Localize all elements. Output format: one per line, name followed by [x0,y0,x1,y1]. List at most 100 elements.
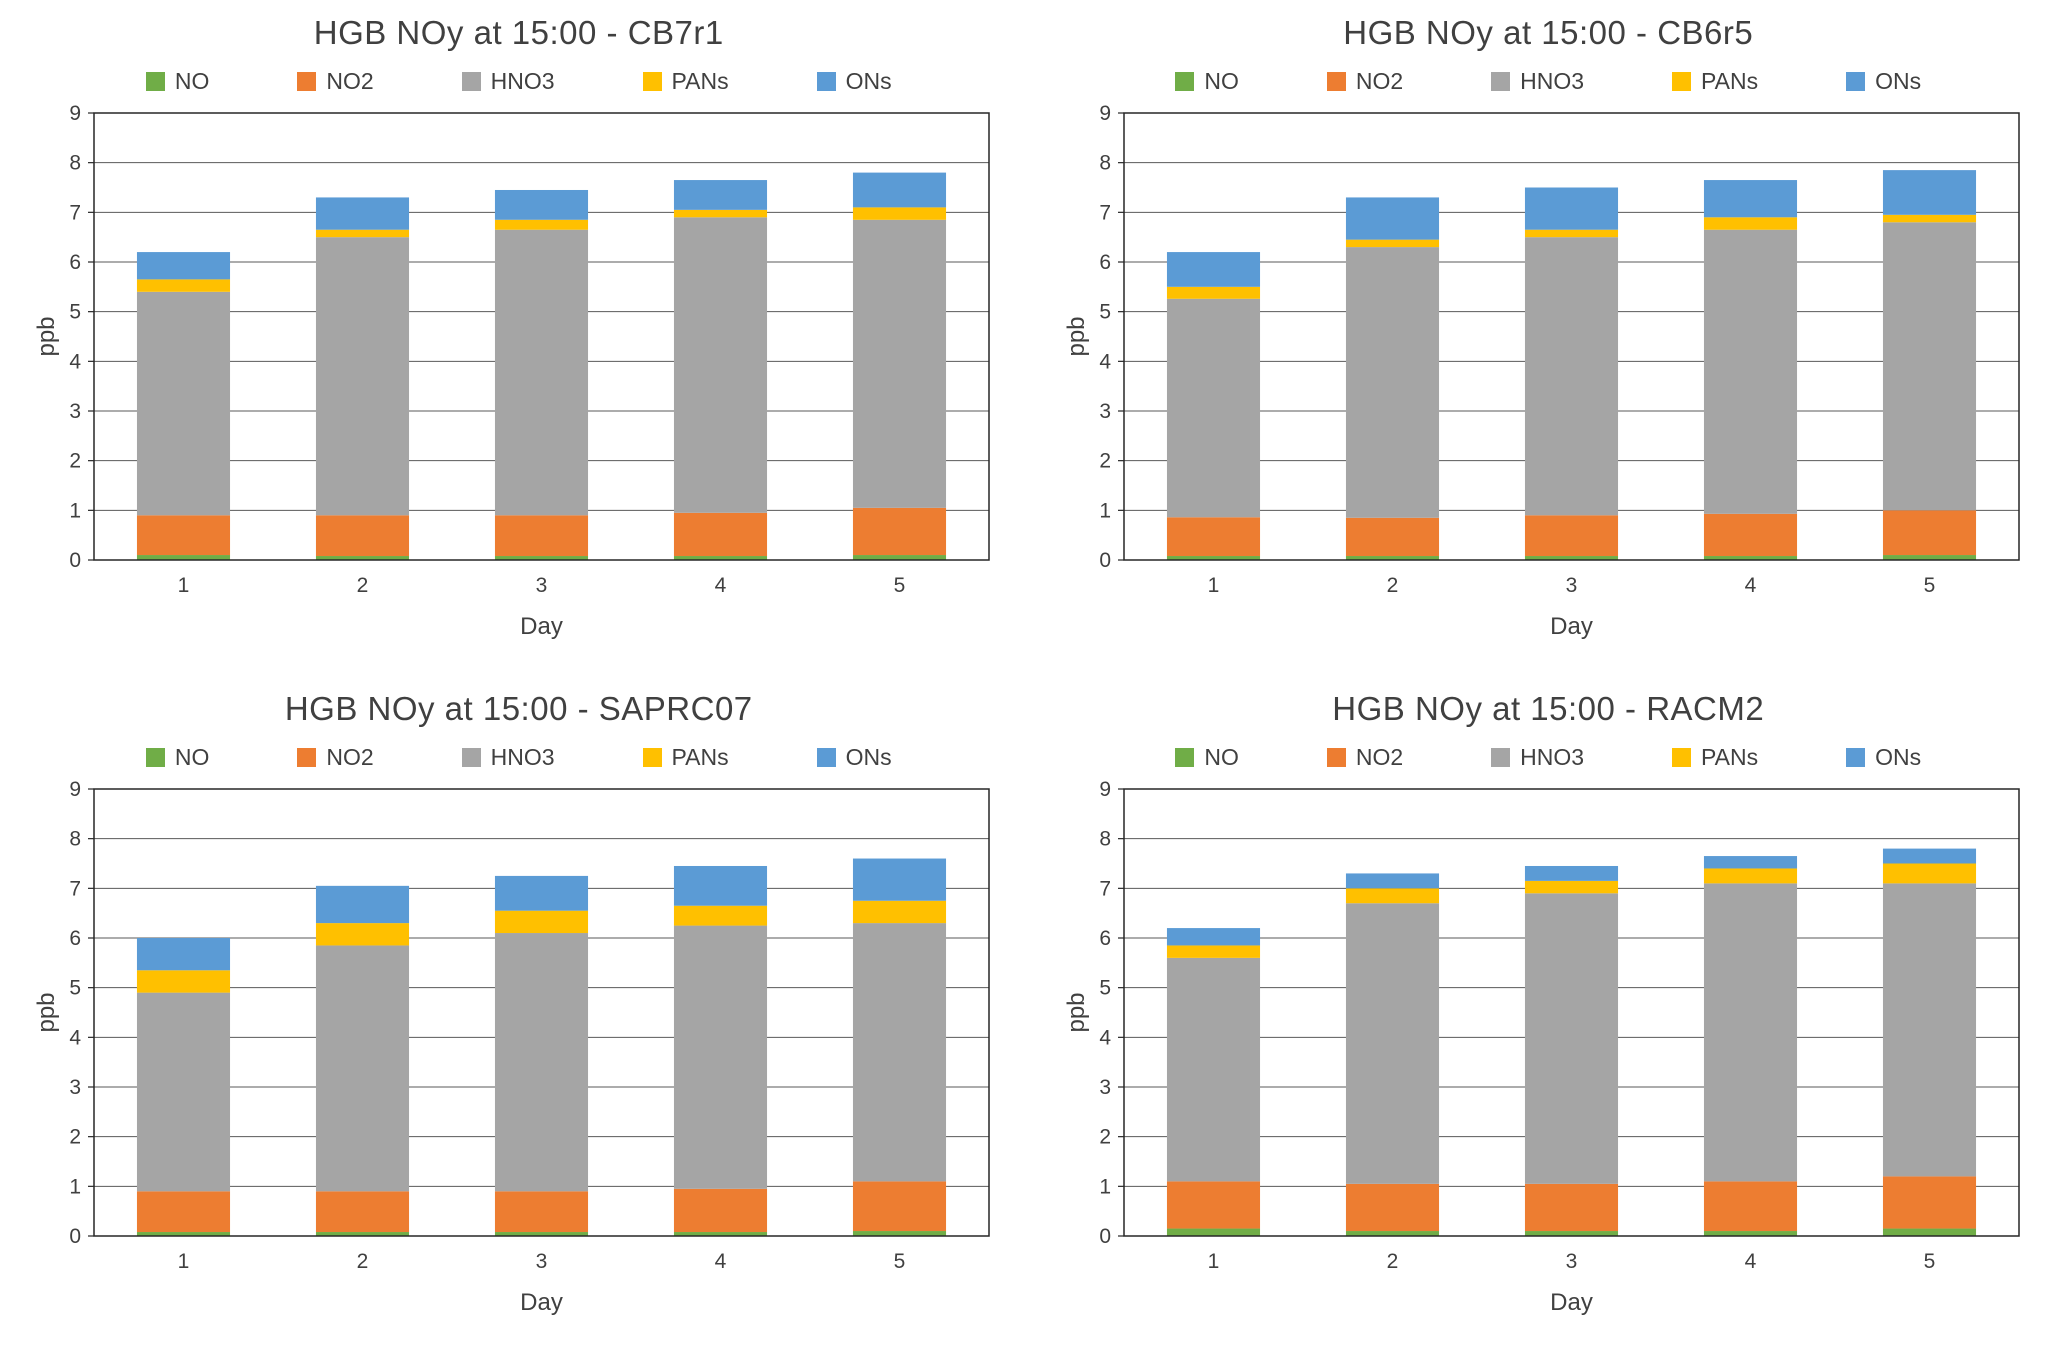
bar-segment-HNO3 [1345,903,1439,1184]
bar-segment-NO2 [1703,1181,1797,1232]
bar-segment-NO2 [1524,1183,1618,1232]
y-tick-label: 1 [1099,499,1111,522]
y-tick-label: 5 [70,301,82,324]
x-axis-title: Day [520,1289,563,1316]
y-tick-label: 5 [1099,977,1111,1000]
x-tick-label: 4 [715,1250,727,1273]
bar-segment-PANs [1345,888,1439,904]
bar-segment-ONs [674,180,768,210]
legend-item-HNO3: HNO3 [1491,744,1584,771]
bar-segment-NO [1703,556,1797,560]
bar-segment-ONs [1345,873,1439,889]
legend-swatch-NO [145,748,165,767]
legend-item-ONs: ONs [1846,68,1921,95]
y-tick-label: 7 [70,201,82,224]
x-tick-label: 1 [178,574,190,597]
y-tick-label: 2 [1099,1126,1111,1149]
legend-swatch-NO2 [1326,72,1346,91]
y-tick-label: 2 [70,450,82,473]
y-tick-label: 5 [1099,301,1111,324]
x-tick-label: 1 [1207,1250,1219,1273]
bar-segment-NO [1524,1231,1618,1236]
x-tick-label: 2 [357,574,369,597]
x-tick-label: 5 [894,1250,906,1273]
y-tick-label: 3 [1099,400,1111,423]
bar-segment-NO2 [1345,1183,1439,1232]
bar-segment-ONs [1524,865,1618,881]
bar-segment-HNO3 [1166,298,1260,518]
bar-segment-NO [1703,1231,1797,1236]
bar-segment-ONs [853,172,947,208]
legend-item-NO: NO [1175,744,1239,771]
bar-segment-HNO3 [1882,883,1976,1177]
bar-segment-ONs [1166,252,1260,287]
bar-segment-HNO3 [495,229,589,516]
bar-segment-NO [495,556,589,560]
bar-segment-ONs [1345,197,1439,240]
bar-segment-NO2 [137,515,231,556]
plot-border [1123,112,2020,561]
x-axis-title: Day [1550,613,1593,640]
legend-swatch-NO [145,72,165,91]
bar-segment-HNO3 [316,945,410,1192]
bar-segment-ONs [1882,170,1976,215]
legend-item-ONs: ONs [816,744,892,771]
legend-item-PANs: PANs [1672,744,1758,771]
x-tick-label: 5 [894,574,906,597]
legend-label: NO2 [326,68,374,94]
bar-segment-HNO3 [853,923,947,1182]
bar-segment-HNO3 [674,217,768,513]
bar-segment-NO2 [853,1181,947,1232]
bar-segment-PANs [853,900,947,924]
chart-title: HGB NOy at 15:00 - RACM2 [1332,690,1765,727]
bar-segment-PANs [1703,217,1797,230]
bar-segment-PANs [853,207,947,220]
bar-segment-NO2 [1703,513,1797,557]
x-axis-title: Day [520,613,563,640]
legend-label: NO2 [1355,68,1404,94]
bar-segment-NO2 [674,512,768,557]
x-tick-label: 4 [1744,1250,1756,1273]
bar-segment-PANs [674,905,768,926]
legend-swatch-PANs [1672,72,1692,91]
legend-label: PANs [1701,68,1759,94]
chart-plot-area: 0 1 2 3 4 5 6 7 8 9 1 2 3 4 5 Day ppb [1063,778,2031,1324]
legend-swatch-ONs [816,748,836,767]
y-tick-label: 8 [1099,828,1111,851]
chart-hgb-noy-cb7r1: HGB NOy at 15:00 - CB7r1 NO NO2 HNO3 PANs ON… [26,6,1012,648]
bar-segment-ONs [1166,928,1260,946]
x-tick-label: 1 [1207,574,1219,597]
y-tick-label: 1 [1099,1175,1111,1198]
y-tick-label: 7 [70,877,82,900]
chart-title: HGB NOy at 15:00 - CB6r5 [1343,14,1754,51]
y-axis-title: ppb [1066,992,1090,1032]
legend-item-PANs: PANs [642,744,729,771]
y-tick-label: 6 [1099,251,1111,274]
x-tick-label: 4 [1744,574,1756,597]
bar-segment-HNO3 [1703,883,1797,1182]
legend-item-ONs: ONs [816,68,892,95]
bar-segment-NO [1524,556,1618,560]
chart-legend: NO NO2 HNO3 PANs ONs [26,68,1012,95]
bar-segment-HNO3 [674,925,768,1189]
chart-hgb-noy-saprc07: HGB NOy at 15:00 - SAPRC07 NO NO2 HNO3 PANs… [26,682,1012,1324]
bar-segment-ONs [137,252,231,280]
bar-segment-NO2 [495,515,589,557]
legend-label: ONs [1875,744,1922,770]
legend-item-ONs: ONs [1846,744,1921,771]
bar-segment-HNO3 [1882,222,1976,511]
y-tick-label: 1 [70,499,82,522]
bar-segment-NO [495,1232,589,1236]
legend-swatch-HNO3 [461,748,481,767]
chart-canvas: 0 1 2 3 4 5 6 7 8 9 1 2 3 4 5 Day ppb [1063,102,2020,640]
plot-border [93,788,990,1237]
bar-segment-HNO3 [853,219,947,508]
y-axis-title: ppb [1066,316,1090,356]
x-tick-label: 5 [1923,1250,1935,1273]
legend-label: HNO3 [490,744,555,770]
y-axis-title: ppb [36,992,60,1032]
legend-label: ONs [845,744,892,770]
bar-segment-ONs [1703,856,1797,869]
bar-segment-ONs [674,865,768,906]
